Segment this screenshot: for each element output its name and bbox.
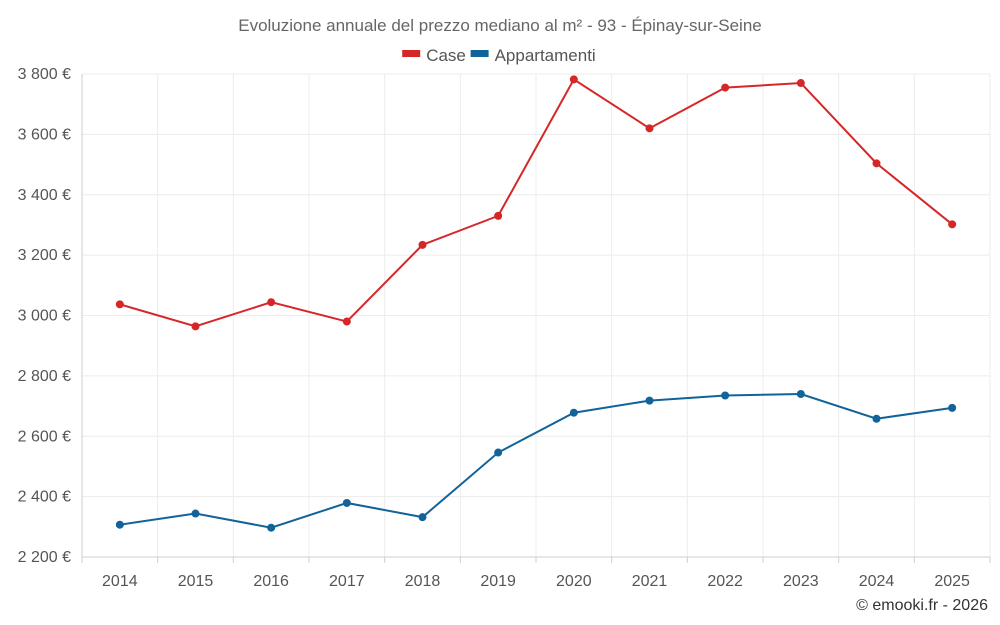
y-tick-label: 3 400 €	[18, 187, 71, 204]
data-point[interactable]	[872, 414, 881, 423]
x-tick-label: 2021	[632, 573, 668, 590]
y-tick-label: 2 600 €	[18, 428, 71, 445]
data-point[interactable]	[948, 403, 957, 412]
y-tick-label: 3 200 €	[18, 247, 71, 264]
y-tick-label: 3 800 €	[18, 66, 71, 83]
series-line	[119, 78, 953, 328]
data-point[interactable]	[342, 317, 351, 326]
data-point[interactable]	[645, 124, 654, 133]
x-tick-label: 2015	[178, 573, 214, 590]
y-tick-label: 2 400 €	[18, 489, 71, 506]
y-tick-label: 2 800 €	[18, 368, 71, 385]
credit-text: © emooki.fr - 2026	[856, 597, 988, 614]
series-line	[119, 392, 953, 529]
legend-label: Appartamenti	[495, 46, 596, 65]
x-tick-label: 2014	[102, 573, 138, 590]
x-tick-label: 2017	[329, 573, 365, 590]
x-tick-label: 2019	[480, 573, 516, 590]
data-point[interactable]	[267, 298, 276, 307]
data-point[interactable]	[796, 79, 805, 88]
x-tick-label: 2020	[556, 573, 592, 590]
x-tick-label: 2025	[934, 573, 970, 590]
data-point[interactable]	[948, 220, 957, 229]
x-tick-label: 2024	[859, 573, 895, 590]
grid	[82, 73, 991, 558]
y-tick-label: 3 600 €	[18, 126, 71, 143]
x-tick-label: 2023	[783, 573, 819, 590]
data-point[interactable]	[494, 448, 503, 457]
chart-title: Evoluzione annuale del prezzo mediano al…	[238, 16, 762, 35]
legend: Case Appartamenti	[402, 46, 596, 65]
data-point[interactable]	[721, 83, 730, 92]
series-appartamenti	[115, 389, 957, 532]
data-point[interactable]	[494, 211, 503, 220]
axes	[81, 74, 991, 563]
y-tick-label: 3 000 €	[18, 308, 71, 325]
data-point[interactable]	[418, 240, 427, 249]
data-point[interactable]	[796, 389, 805, 398]
data-point[interactable]	[872, 159, 881, 168]
data-point[interactable]	[569, 75, 578, 84]
data-point[interactable]	[115, 520, 124, 529]
legend-item-appartamenti[interactable]: Appartamenti	[470, 46, 596, 65]
x-tick-label: 2018	[405, 573, 441, 590]
series-case	[115, 75, 957, 331]
legend-swatch	[402, 50, 421, 57]
x-axis-ticks: 2014 2015 2016 2017 2018 2019 2020 2021 2022 2023…	[102, 573, 970, 590]
data-point[interactable]	[569, 408, 578, 417]
y-axis-ticks: 3 800 € 3 600 € 3 400 € 3 200 € 3 000 € 2 800…	[18, 66, 71, 566]
legend-label: Case	[426, 46, 466, 65]
data-point[interactable]	[115, 300, 124, 309]
legend-swatch	[470, 50, 489, 57]
data-point[interactable]	[191, 509, 200, 518]
series-group	[115, 75, 957, 532]
y-tick-label: 2 200 €	[18, 549, 71, 566]
data-point[interactable]	[191, 322, 200, 331]
data-point[interactable]	[267, 523, 276, 532]
data-point[interactable]	[342, 498, 351, 507]
data-point[interactable]	[721, 391, 730, 400]
legend-item-case[interactable]: Case	[402, 46, 466, 65]
data-point[interactable]	[418, 513, 427, 522]
x-tick-label: 2022	[707, 573, 743, 590]
x-tick-label: 2016	[253, 573, 289, 590]
data-point[interactable]	[645, 396, 654, 405]
